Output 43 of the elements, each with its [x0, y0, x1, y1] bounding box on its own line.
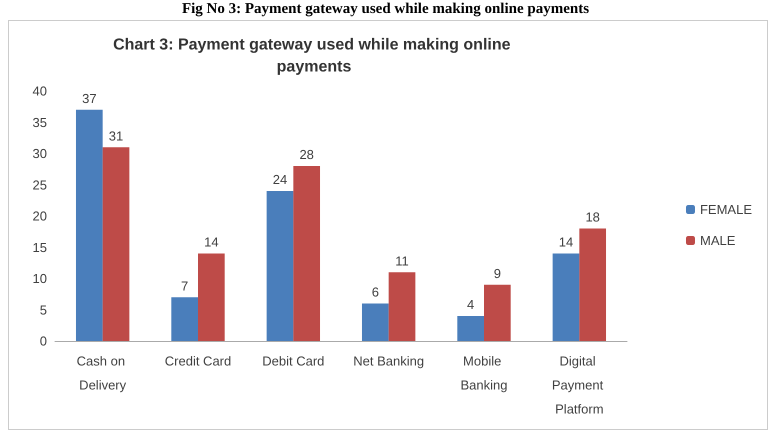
data-label: 14 [558, 234, 574, 250]
data-label: 14 [204, 234, 219, 250]
bar [457, 316, 484, 341]
bar [102, 147, 130, 341]
x-tick-label: Digital Payment Platform [552, 354, 607, 416]
data-label: 28 [299, 147, 314, 162]
bar [484, 284, 511, 341]
y-tick-label: 25 [32, 177, 47, 192]
data-label: 4 [467, 297, 474, 312]
bar [552, 254, 580, 341]
bar [171, 297, 198, 341]
x-tick-label: Cash on Delivery [76, 354, 129, 392]
bar [362, 304, 389, 341]
legend-label: FEMALE [700, 202, 752, 217]
data-label: 11 [395, 253, 409, 268]
x-tick-label: Debit Card [262, 354, 324, 368]
y-tick-label: 30 [32, 146, 47, 161]
y-tick-label: 15 [32, 240, 47, 255]
text: Fig No 3: Payment gateway used while making online payments [180, 0, 590, 18]
bar [388, 272, 416, 341]
y-tick-label: 5 [40, 302, 47, 318]
legend-label: MALE [700, 233, 736, 248]
data-label: 24 [272, 172, 288, 187]
x-tick-label: Net Banking [353, 354, 424, 368]
y-tick-label: 0 [40, 334, 47, 348]
y-tick-label: 35 [32, 114, 47, 130]
y-tick-label: 20 [32, 208, 47, 224]
data-label: 31 [108, 128, 124, 144]
y-tick-label: 40 [32, 84, 47, 98]
bar [266, 191, 294, 341]
data-label: 9 [494, 266, 501, 281]
x-tick-label: Mobile Banking [460, 354, 508, 392]
data-label: 7 [181, 278, 188, 294]
data-label: 6 [372, 284, 379, 300]
data-label: 37 [82, 90, 97, 106]
data-label: 18 [585, 210, 600, 224]
bar [198, 254, 225, 341]
bar [76, 110, 103, 341]
x-tick-label: Credit Card [164, 354, 232, 368]
bar [579, 228, 606, 341]
bar [293, 166, 320, 341]
chart-title: Chart 3: Payment gateway used while making online payments [113, 36, 515, 76]
y-tick-label: 10 [32, 271, 47, 286]
